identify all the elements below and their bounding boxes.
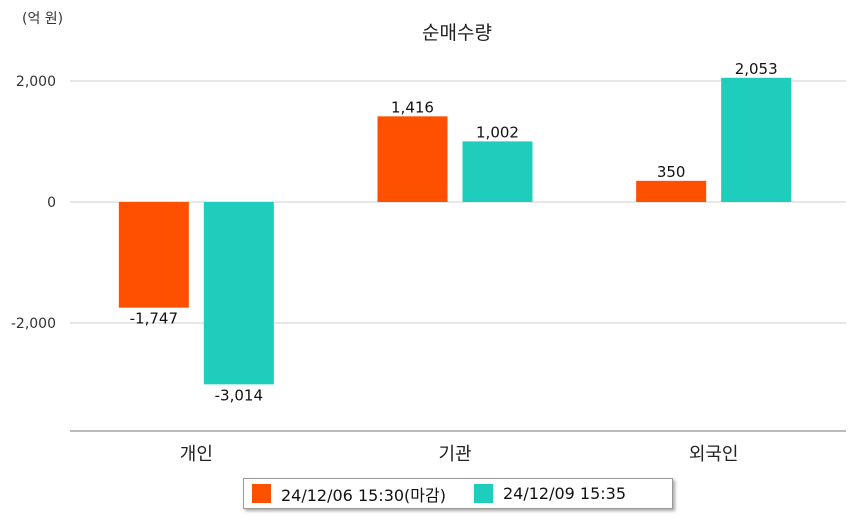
legend-item-series-1[interactable]: 24/12/06 15:30(마감) [252, 482, 446, 506]
legend-swatch-series-2 [473, 484, 493, 503]
category-label: 기관 [438, 444, 471, 465]
bar [721, 77, 792, 202]
legend-swatch-series-1 [252, 484, 271, 503]
bar [636, 180, 707, 202]
data-label: -1,747 [130, 310, 178, 328]
legend-label-series-1: 24/12/06 15:30(마감) [281, 485, 446, 505]
data-label: 1,416 [391, 98, 434, 116]
y-tick-label: 2,000 [16, 74, 56, 90]
bar [203, 202, 274, 385]
data-label: -3,014 [215, 386, 263, 404]
legend-item-series-2[interactable]: 24/12/09 15:35 [473, 484, 627, 503]
y-tick-label: -2,000 [11, 316, 56, 332]
y-tick-label: 0 [47, 195, 56, 211]
bar [118, 202, 189, 308]
bar [462, 141, 533, 202]
chart-title: 순매수량 [422, 22, 492, 44]
bar [377, 116, 448, 202]
data-label: 350 [657, 163, 686, 181]
legend-label-series-2: 24/12/09 15:35 [502, 484, 627, 503]
data-label: 1,002 [476, 123, 519, 141]
legend: 24/12/06 15:30(마감) 24/12/09 15:35 [243, 478, 673, 509]
unit-label: (억 원) [22, 11, 64, 27]
category-label: 외국인 [689, 444, 739, 465]
data-label: 2,053 [735, 60, 778, 78]
category-label: 개인 [180, 444, 213, 465]
